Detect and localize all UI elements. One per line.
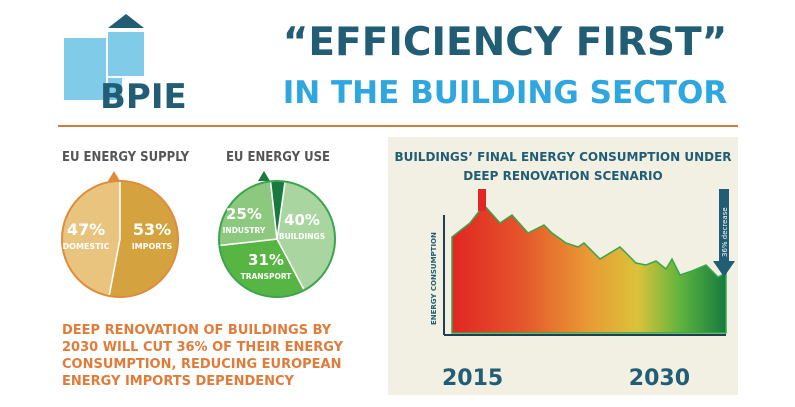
logo-block-icon: [108, 32, 144, 76]
bpie-logo: BPIE: [64, 14, 187, 114]
use-industry-pct: 25%: [226, 205, 262, 223]
supply-imports-label: IMPORTS: [132, 242, 173, 251]
y-axis-label: ENERGY CONSUMPTION: [430, 232, 438, 325]
supply-imports-pct: 53%: [133, 220, 171, 239]
summary-line: DEEP RENOVATION OF BUILDINGS BY: [62, 323, 332, 338]
supply-pointer-icon: [108, 171, 120, 181]
use-pie: 40% BUILDINGS 31% TRANSPORT 25% INDUSTRY: [218, 171, 336, 298]
x-start-label: 2015: [442, 366, 503, 391]
page-title: “EFFICIENCY FIRST”: [282, 20, 728, 65]
chart-title-line2: DEEP RENOVATION SCENARIO: [463, 169, 663, 183]
supply-domestic-pct: 47%: [67, 220, 105, 239]
energy-consumption-chart: ENERGY CONSUMPTION 36% decrease 2015 203…: [430, 189, 735, 391]
supply-slice-imports: [108, 180, 179, 298]
decrease-arrow-shaft: [719, 189, 729, 261]
summary-text: DEEP RENOVATION OF BUILDINGS BY 2030 WIL…: [62, 322, 362, 390]
use-industry-label: INDUSTRY: [223, 226, 266, 235]
page-subtitle: IN THE BUILDING SECTOR: [282, 75, 728, 111]
chart-title: BUILDINGS’ FINAL ENERGY CONSUMPTION UNDE…: [388, 148, 738, 186]
supply-domestic-label: DOMESTIC: [63, 242, 110, 251]
summary-line: 2030 WILL CUT 36% OF THEIR ENERGY: [62, 340, 344, 355]
logo-block-icon: [64, 38, 106, 100]
supply-pie: 47% DOMESTIC 53% IMPORTS: [61, 171, 179, 298]
use-pie-title: EU ENERGY USE: [225, 150, 331, 165]
chart-title-line1: BUILDINGS’ FINAL ENERGY CONSUMPTION UNDE…: [394, 150, 732, 164]
use-pointer-icon: [258, 171, 270, 181]
use-transport-label: TRANSPORT: [241, 272, 293, 281]
decrease-label: 36% decrease: [721, 207, 729, 257]
pie-charts: 47% DOMESTIC 53% IMPORTS 40% BUILDINGS 3…: [61, 171, 336, 298]
summary-line: ENERGY IMPORTS DEPENDENCY: [62, 374, 294, 389]
use-transport-pct: 31%: [248, 251, 284, 269]
supply-pie-outline: [61, 180, 179, 298]
decrease-arrow-icon: [713, 261, 735, 277]
energy-skyline-area: [451, 203, 727, 334]
logo-text: BPIE: [100, 77, 187, 114]
logo-block-icon: [108, 78, 122, 100]
supply-pie-title: EU ENERGY SUPPLY: [62, 150, 190, 165]
use-pie-outline: [218, 180, 336, 298]
x-end-label: 2030: [629, 366, 690, 391]
summary-line: CONSUMPTION, REDUCING EUROPEAN: [62, 357, 342, 372]
chimney-icon: [478, 189, 486, 211]
header-divider: [58, 125, 738, 127]
logo-roof-icon: [108, 14, 144, 28]
use-buildings-pct: 40%: [284, 211, 320, 229]
use-buildings-label: BUILDINGS: [279, 232, 325, 241]
